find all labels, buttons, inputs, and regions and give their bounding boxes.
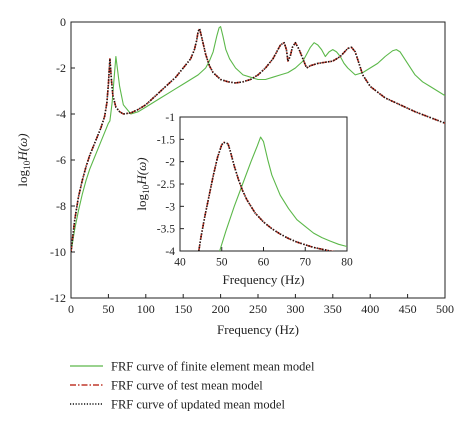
main-xlabel: Frequency (Hz) xyxy=(217,322,299,337)
inset-xtick-label: 70 xyxy=(300,257,312,269)
main-xtick-label: 350 xyxy=(324,302,342,316)
main-xtick-label: 50 xyxy=(102,302,114,316)
main-xtick-label: 300 xyxy=(286,302,304,316)
inset-series-fe xyxy=(219,136,347,251)
main-series-fe xyxy=(71,26,445,253)
main-xtick-label: 100 xyxy=(137,302,155,316)
inset-ytick-label: -1.5 xyxy=(157,134,175,146)
inset-ytick-label: -2.5 xyxy=(157,179,175,191)
main-ytick-label: -6 xyxy=(56,153,66,167)
inset-xtick-label: 40 xyxy=(174,257,186,269)
inset-ytick-label: -3 xyxy=(165,201,175,213)
inset-xtick-label: 60 xyxy=(258,257,270,269)
inset-plot: 40 50 60 70 80 -1 -1.5 -2 -2.5 -3 -3.5 -4 Frequency … xyxy=(134,112,353,287)
main-xtick-label: 150 xyxy=(174,302,192,316)
main-xtick-label: 400 xyxy=(361,302,379,316)
main-ylabel-h: H(ω) xyxy=(15,133,30,161)
main-ylabel: log10H(ω) xyxy=(15,133,33,186)
inset-xtick-label: 50 xyxy=(216,257,228,269)
main-ytick-label: -8 xyxy=(56,199,66,213)
main-ylabel-log: log xyxy=(15,169,30,186)
main-ytick-label: -10 xyxy=(50,245,66,259)
main-series-test xyxy=(71,28,445,253)
inset-frame xyxy=(179,116,348,252)
inset-ytick-label: -1 xyxy=(165,112,175,124)
main-ylabel-sub: 10 xyxy=(23,160,33,170)
main-ytick-label: -2 xyxy=(56,61,66,75)
main-xtick-label: 500 xyxy=(436,302,454,316)
main-series-updated xyxy=(71,28,445,253)
legend: FRF curve of finite element mean model FR… xyxy=(70,360,315,412)
inset-ylabel-h: H(ω) xyxy=(134,157,149,185)
inset-xtick-label: 80 xyxy=(341,257,353,269)
legend-label-test: FRF curve of test mean model xyxy=(111,379,263,393)
inset-ylabel: log10H(ω) xyxy=(134,157,152,210)
inset-ytick-label: -4 xyxy=(165,246,175,258)
inset-xlabel: Frequency (Hz) xyxy=(223,272,305,287)
main-xtick-label: 0 xyxy=(68,302,74,316)
legend-label-updated: FRF curve of updated mean model xyxy=(111,398,285,412)
main-xtick-label: 450 xyxy=(399,302,417,316)
main-plot: 0 50 100 150 200 250 300 350 400 450 500 0 -2 -4 -6 -8 -… xyxy=(15,15,454,337)
legend-label-fe: FRF curve of finite element mean model xyxy=(111,360,315,374)
main-ytick-label: -4 xyxy=(56,107,66,121)
inset-ytick-label: -3.5 xyxy=(157,224,175,236)
inset-ylabel-sub: 10 xyxy=(142,184,152,194)
main-xtick-label: 200 xyxy=(212,302,230,316)
main-xtick-label: 250 xyxy=(249,302,267,316)
inset-series-updated xyxy=(197,141,336,251)
main-ytick-label: 0 xyxy=(60,15,66,29)
main-ytick-label: -12 xyxy=(50,291,66,305)
inset-ylabel-log: log xyxy=(134,193,149,210)
inset-ytick-label: -2 xyxy=(165,157,175,169)
